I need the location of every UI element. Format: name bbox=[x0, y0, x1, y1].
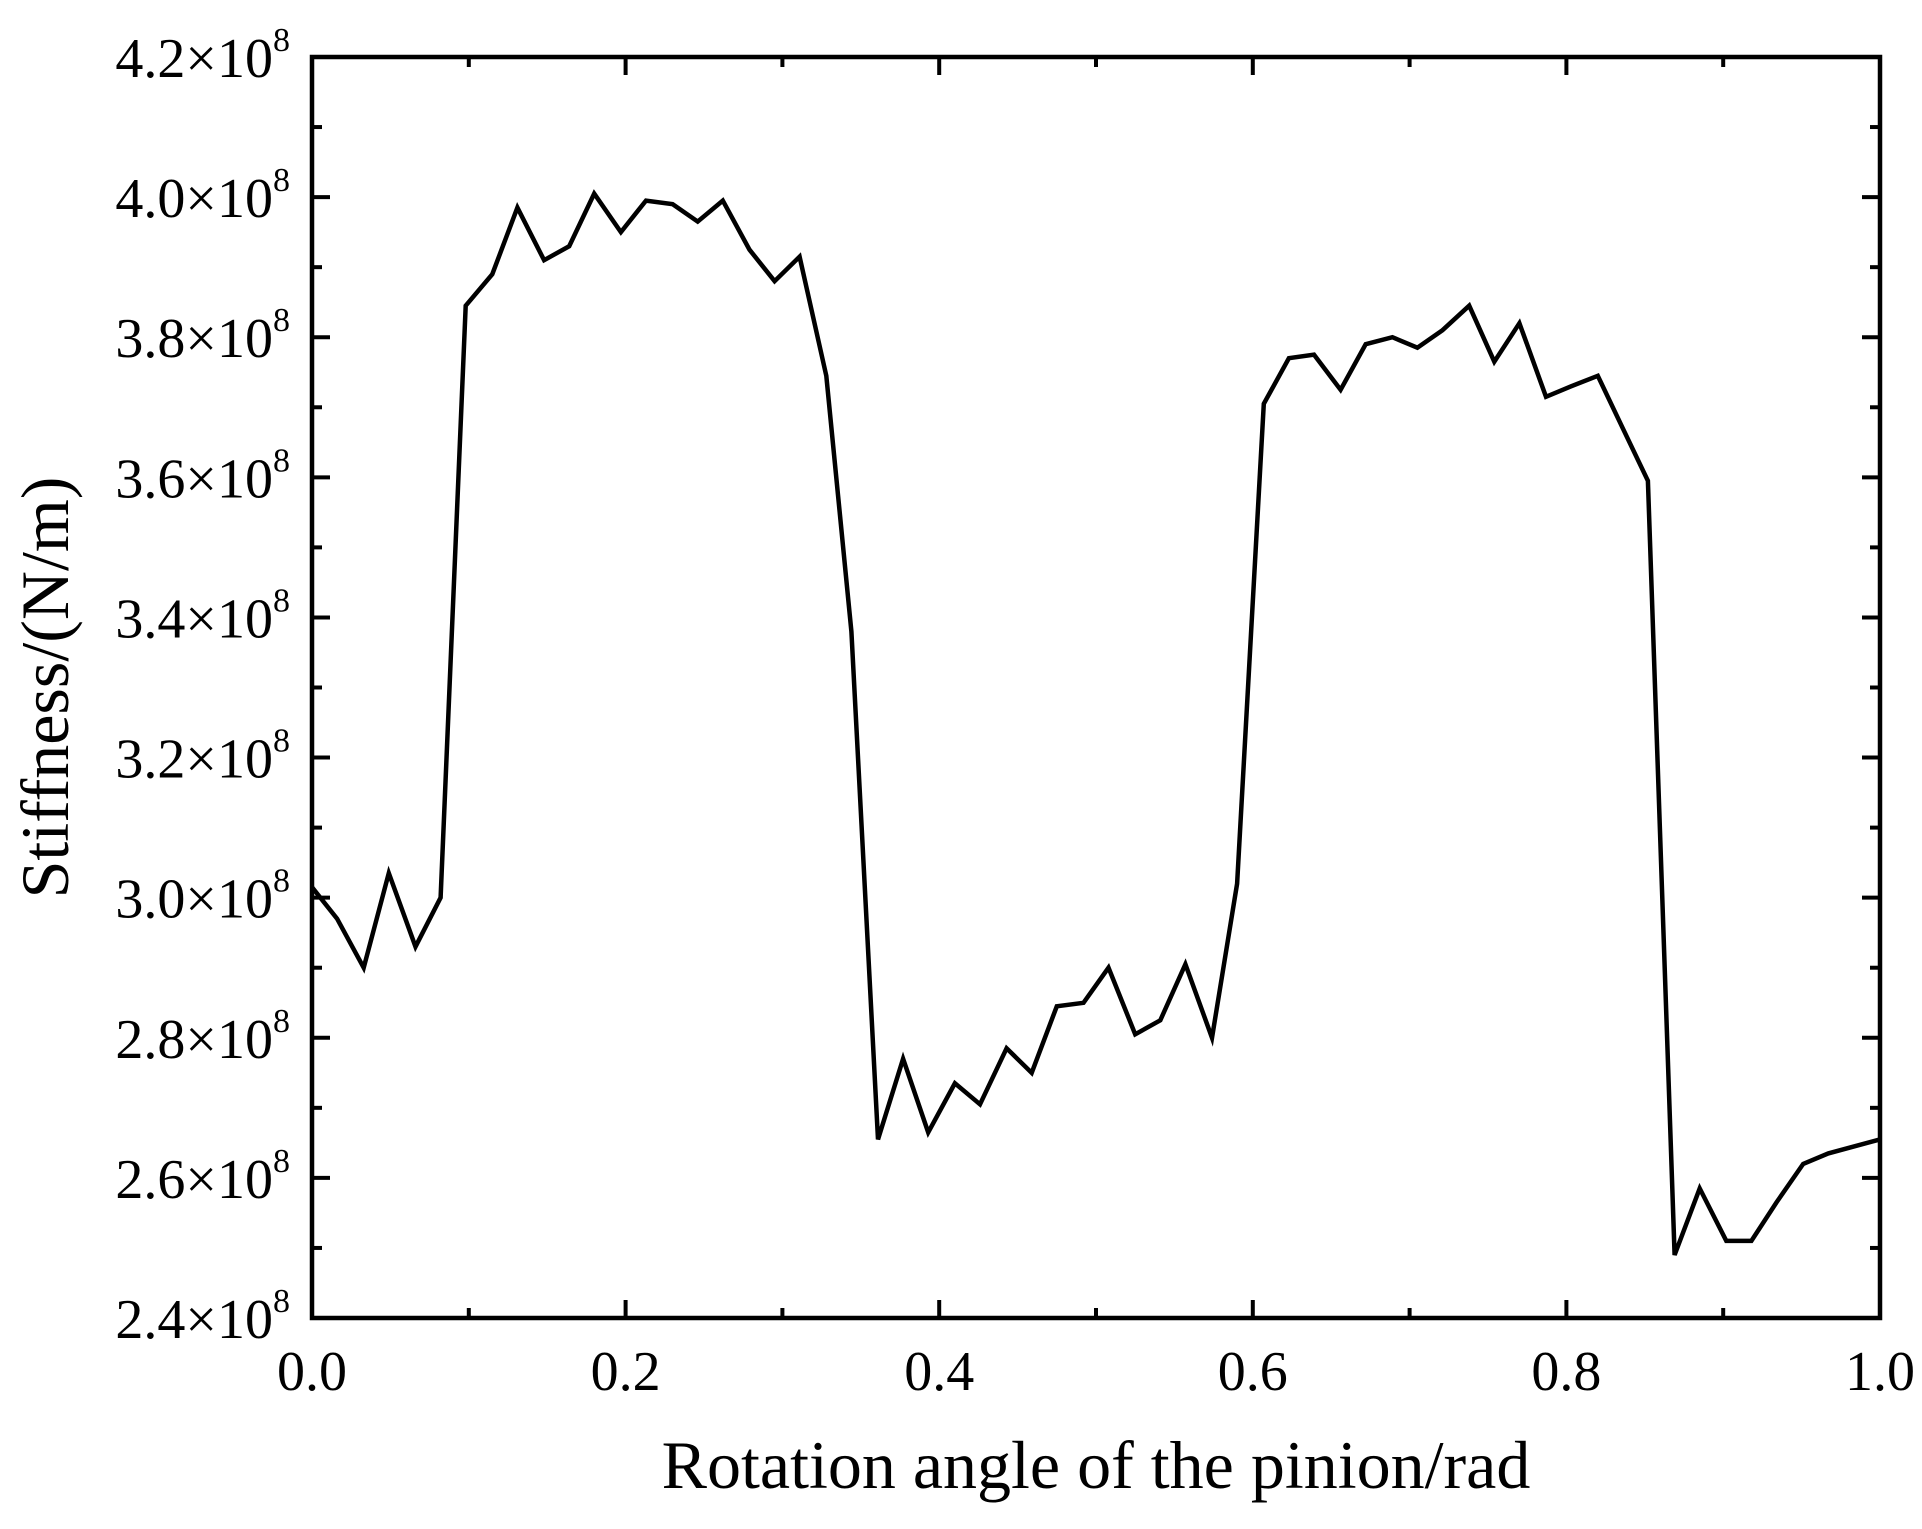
x-tick-label: 0.8 bbox=[1531, 1341, 1601, 1403]
y-tick-label: 3.6×108 bbox=[115, 442, 290, 510]
y-tick-label: 3.2×108 bbox=[115, 723, 290, 791]
y-tick-label: 2.4×108 bbox=[115, 1283, 290, 1351]
y-axis-title: Stiffness/(N/m) bbox=[7, 477, 83, 899]
x-axis-title: Rotation angle of the pinion/rad bbox=[662, 1427, 1531, 1503]
y-tick-label: 3.4×108 bbox=[115, 582, 290, 650]
x-tick-label: 0.0 bbox=[277, 1341, 347, 1403]
y-tick-label: 2.6×108 bbox=[115, 1143, 290, 1211]
y-axis-tick-labels: 2.4×108 2.6×108 2.8×108 3.0×108 3.2×108 3.4×1… bbox=[115, 22, 290, 1351]
y-tick-label: 2.8×108 bbox=[115, 1003, 290, 1071]
y-tick-label: 3.0×108 bbox=[115, 863, 290, 931]
x-axis-tick-labels: 0.0 0.2 0.4 0.6 0.8 1.0 bbox=[277, 1341, 1915, 1403]
y-tick-label: 4.0×108 bbox=[115, 162, 290, 230]
y-tick-label: 4.2×108 bbox=[115, 22, 290, 90]
x-tick-label: 0.4 bbox=[904, 1341, 974, 1403]
plot-frame bbox=[309, 54, 1883, 1321]
y-axis-ticks bbox=[312, 55, 1880, 1320]
series-line bbox=[310, 189, 1881, 1256]
y-tick-label: 3.8×108 bbox=[115, 302, 290, 370]
x-tick-label: 0.2 bbox=[591, 1341, 661, 1403]
x-axis-ticks bbox=[310, 57, 1882, 1318]
x-tick-label: 1.0 bbox=[1845, 1341, 1915, 1403]
x-tick-label: 0.6 bbox=[1218, 1341, 1288, 1403]
